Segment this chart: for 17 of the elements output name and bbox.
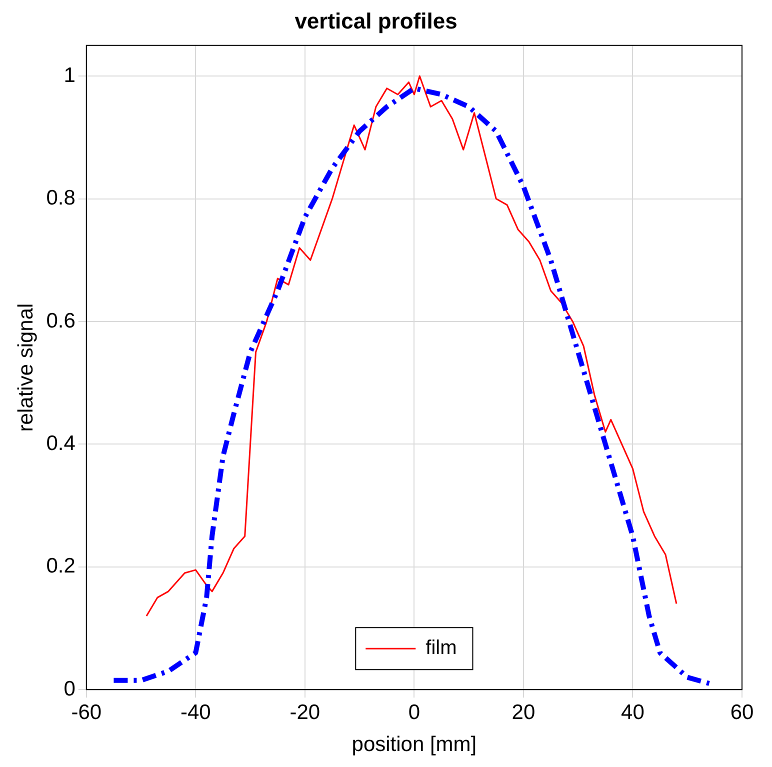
x-tick-label: -20 (290, 700, 320, 724)
x-tick-label: -60 (71, 700, 102, 724)
x-axis-title: position [mm] (352, 733, 477, 756)
y-tick-label: 0 (64, 677, 76, 700)
y-tick-label: 1 (64, 64, 76, 87)
x-tick-label: 20 (512, 700, 536, 724)
chart-title: vertical profiles (294, 8, 458, 34)
y-tick-label: 0.4 (46, 432, 76, 455)
y-tick-label: 0.6 (46, 309, 76, 332)
x-tick-label: 60 (730, 700, 754, 724)
y-tick-label: 0.8 (46, 186, 76, 210)
x-tick-label: -40 (180, 700, 211, 724)
y-axis-title: relative signal (14, 303, 38, 432)
y-tick-label: 0.2 (46, 554, 76, 578)
x-tick-label: 40 (621, 700, 644, 724)
x-tick-label: 0 (408, 700, 420, 724)
legend-label: film (426, 637, 457, 660)
